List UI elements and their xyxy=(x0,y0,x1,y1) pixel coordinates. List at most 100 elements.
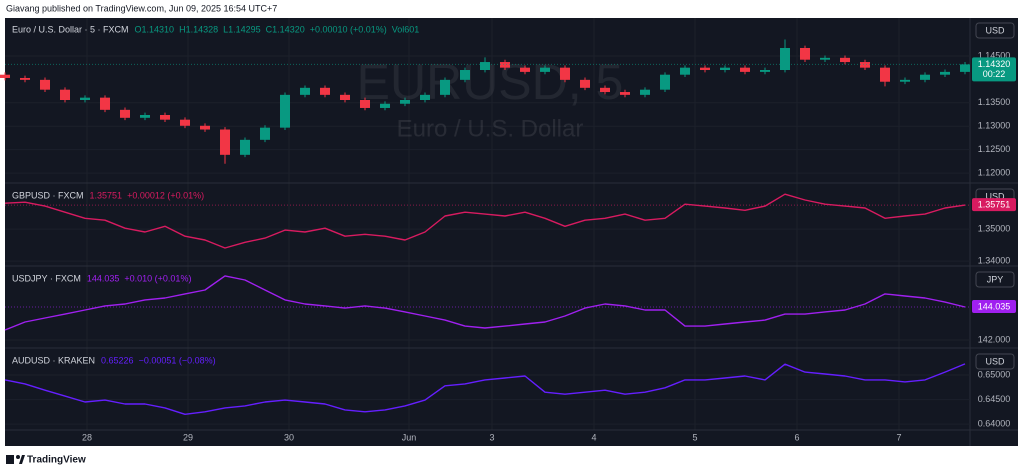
legend-title: Euro / U.S. Dollar · 5 · FXCM xyxy=(12,24,129,34)
price-line xyxy=(4,363,966,415)
y-tick-label: 1.13000 xyxy=(978,121,1011,131)
candle-body xyxy=(520,67,530,72)
currency-label: JPY xyxy=(987,274,1004,284)
candle-body xyxy=(580,79,590,88)
candle-body xyxy=(440,79,450,95)
watermark-subtitle: Euro / U.S. Dollar xyxy=(397,115,584,142)
candle-body xyxy=(180,119,190,126)
candle-body xyxy=(780,47,790,71)
candle-body xyxy=(900,79,910,82)
y-tick-label: 0.64500 xyxy=(978,394,1011,404)
candle-body xyxy=(80,97,90,100)
logo-shape xyxy=(6,455,14,464)
candle-body xyxy=(740,67,750,72)
x-tick-label: 6 xyxy=(794,432,799,442)
candle-body xyxy=(720,67,730,71)
x-tick-label: 28 xyxy=(82,432,92,442)
currency-label: USD xyxy=(985,25,1005,35)
x-tick-label: 4 xyxy=(591,432,596,442)
logo-shape xyxy=(19,455,25,464)
candle-body xyxy=(640,89,650,95)
candle-body xyxy=(600,87,610,93)
legend-title: GBPUSD · FXCM xyxy=(12,190,84,200)
candle-body xyxy=(300,87,310,95)
candle-body xyxy=(200,125,210,130)
x-tick-label: Jun xyxy=(402,432,417,442)
legend-value: C1.14320 xyxy=(266,24,305,34)
y-tick-label: 0.65000 xyxy=(978,369,1011,379)
candle-body xyxy=(560,67,570,80)
y-tick-label: 1.12500 xyxy=(978,144,1011,154)
y-tick-label: 1.14500 xyxy=(978,50,1011,60)
currency-label: USD xyxy=(985,356,1005,366)
legend-title: USDJPY · FXCM xyxy=(12,273,81,283)
candle-body xyxy=(40,79,50,90)
y-tick-label: 1.13500 xyxy=(978,97,1011,107)
last-price-label: 1.14320 xyxy=(978,59,1011,69)
legend-value: +0.00010 (+0.01%) xyxy=(310,24,387,34)
legend-value: 144.035 xyxy=(87,273,120,283)
legend-value: O1.14310 xyxy=(135,24,175,34)
candle-body xyxy=(820,57,830,60)
legend-value: Vol601 xyxy=(392,24,420,34)
candle-body xyxy=(420,94,430,100)
candle-body xyxy=(380,103,390,108)
candle-body xyxy=(100,97,110,110)
candle-body xyxy=(860,62,870,68)
candle-body xyxy=(880,67,890,82)
legend-value: 1.35751 xyxy=(90,190,123,200)
legend-value: +0.00012 (+0.01%) xyxy=(127,190,204,200)
pane: 142.000 USDJPY · FXCM 144.035 +0.010 (+0.01… xyxy=(4,265,1018,344)
candle-body xyxy=(260,127,270,140)
candle-body xyxy=(120,109,130,118)
x-tick-label: 3 xyxy=(489,432,494,442)
last-price-box xyxy=(972,300,1016,313)
candle-body xyxy=(760,70,770,72)
candle-body xyxy=(960,64,970,72)
candle-body xyxy=(360,100,370,108)
last-price-box xyxy=(972,198,1016,212)
price-line xyxy=(4,275,966,331)
currency-button xyxy=(975,22,1015,39)
price-line xyxy=(4,193,966,249)
last-price-label: 144.035 xyxy=(978,301,1011,311)
candle-body xyxy=(20,77,30,80)
candle-body xyxy=(320,87,330,95)
candle-body xyxy=(340,94,350,100)
legend-value: L1.14295 xyxy=(223,24,261,34)
logo-shape xyxy=(16,455,20,459)
y-tick-label: 1.35000 xyxy=(978,224,1011,234)
candle-body xyxy=(800,47,810,60)
brand-logo xyxy=(6,455,25,464)
candle-body xyxy=(480,62,490,71)
y-tick-label: 1.34000 xyxy=(978,256,1011,266)
brand-name: TradingView xyxy=(27,455,86,466)
y-tick-label: 0.64000 xyxy=(978,418,1011,428)
x-tick-label: 7 xyxy=(896,432,901,442)
x-tick-label: 5 xyxy=(692,432,697,442)
candle-body xyxy=(60,89,70,100)
candle-body xyxy=(540,67,550,72)
last-price-box xyxy=(972,57,1016,82)
y-tick-label: 1.12000 xyxy=(978,167,1011,177)
legend-value: −0.00051 (−0.08%) xyxy=(139,355,216,365)
candle-body xyxy=(500,62,510,68)
currency-label: USD xyxy=(985,191,1005,201)
pane: 1.34000 1.35000 GBPUSD · FXCM 1.35751 +0.000… xyxy=(4,182,1018,266)
candle-body xyxy=(140,114,150,118)
candle-body xyxy=(680,67,690,75)
candle-body xyxy=(280,94,290,128)
legend-value: +0.010 (+0.01%) xyxy=(124,273,191,283)
candle-body xyxy=(700,67,710,71)
x-tick-label: 30 xyxy=(284,432,294,442)
candle-body xyxy=(660,74,670,90)
candle-body xyxy=(240,139,250,155)
candle-body xyxy=(920,74,930,80)
candle-body xyxy=(160,114,170,120)
legend-title: AUDUSD · KRAKEN xyxy=(12,355,95,365)
candle-body xyxy=(940,71,950,75)
candle-body xyxy=(0,74,10,78)
legend-value: H1.14328 xyxy=(179,24,218,34)
